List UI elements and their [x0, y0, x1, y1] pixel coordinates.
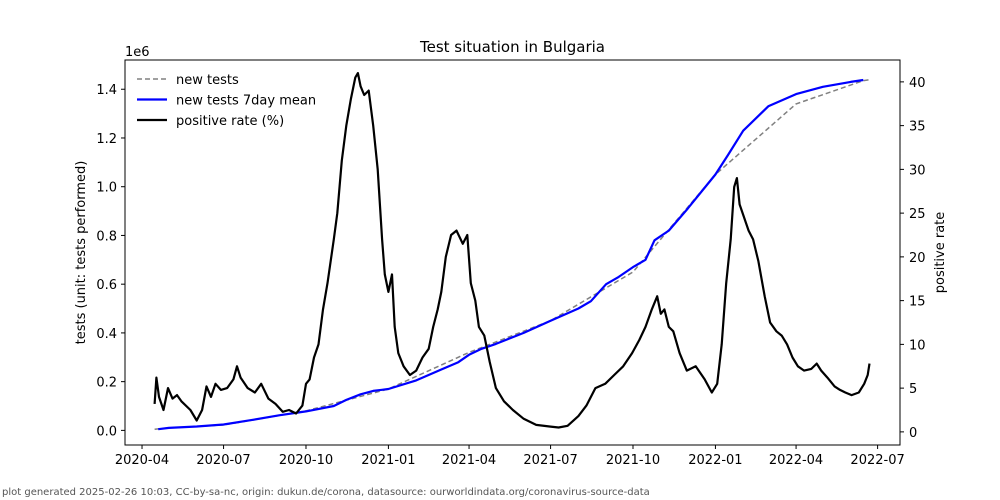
y-tick-label-right: 25: [909, 207, 926, 222]
series-line-new-tests-7day-mean: [158, 78, 864, 431]
left-scale-label: 1e6: [125, 45, 150, 60]
y-tick-label-right: 35: [909, 120, 926, 135]
x-tick-label: 2021-04: [442, 453, 496, 468]
y-tick-label-left: 1.0: [96, 181, 117, 196]
legend-label: new tests: [176, 73, 239, 88]
series-line-positive-rate: [153, 72, 871, 429]
y-tick-label-right: 15: [909, 295, 926, 310]
y-tick-label-left: 0.6: [96, 278, 117, 293]
plot-frame: [124, 59, 901, 446]
y-tick-label-left: 0.4: [96, 327, 117, 342]
y-tick-label-left: 1.4: [96, 83, 117, 98]
y-tick-label-right: 5: [909, 382, 917, 397]
x-tick-label: 2022-07: [850, 453, 904, 468]
legend: new tests new tests 7day mean positive rat…: [137, 73, 316, 129]
x-tick-label: 2020-04: [115, 453, 169, 468]
x-tick-label: 2020-07: [196, 453, 250, 468]
y-tick-label-right: 20: [909, 251, 926, 266]
x-tick-label: 2021-01: [361, 453, 415, 468]
y-tick-label-right: 10: [909, 338, 926, 353]
x-tick-label: 2022-01: [688, 453, 742, 468]
series-line-new-tests: [154, 78, 872, 430]
legend-label: positive rate (%): [176, 114, 284, 129]
y-tick-label-left: 0.0: [96, 424, 117, 439]
y-tick-label-left: 0.2: [96, 376, 117, 391]
chart-title: Test situation in Bulgaria: [419, 38, 605, 56]
x-tick-label: 2022-04: [769, 453, 823, 468]
y-axis-label-right: positive rate: [933, 212, 948, 294]
y-axis-label-left: tests (unit: tests performed): [74, 161, 89, 345]
x-tick-label: 2020-10: [279, 453, 333, 468]
y-tick-label-left: 1.2: [96, 132, 117, 147]
x-tick-label: 2021-07: [523, 453, 577, 468]
x-tick-label: 2021-10: [606, 453, 660, 468]
y-tick-label-left: 0.8: [96, 229, 117, 244]
y-tick-label-right: 30: [909, 163, 926, 178]
y-tick-label-right: 40: [909, 76, 926, 91]
y-tick-label-right: 0: [909, 426, 917, 441]
legend-label: new tests 7day mean: [176, 94, 316, 109]
footer-credit: plot generated 2025-02-26 10:03, CC-by-s…: [2, 487, 650, 498]
